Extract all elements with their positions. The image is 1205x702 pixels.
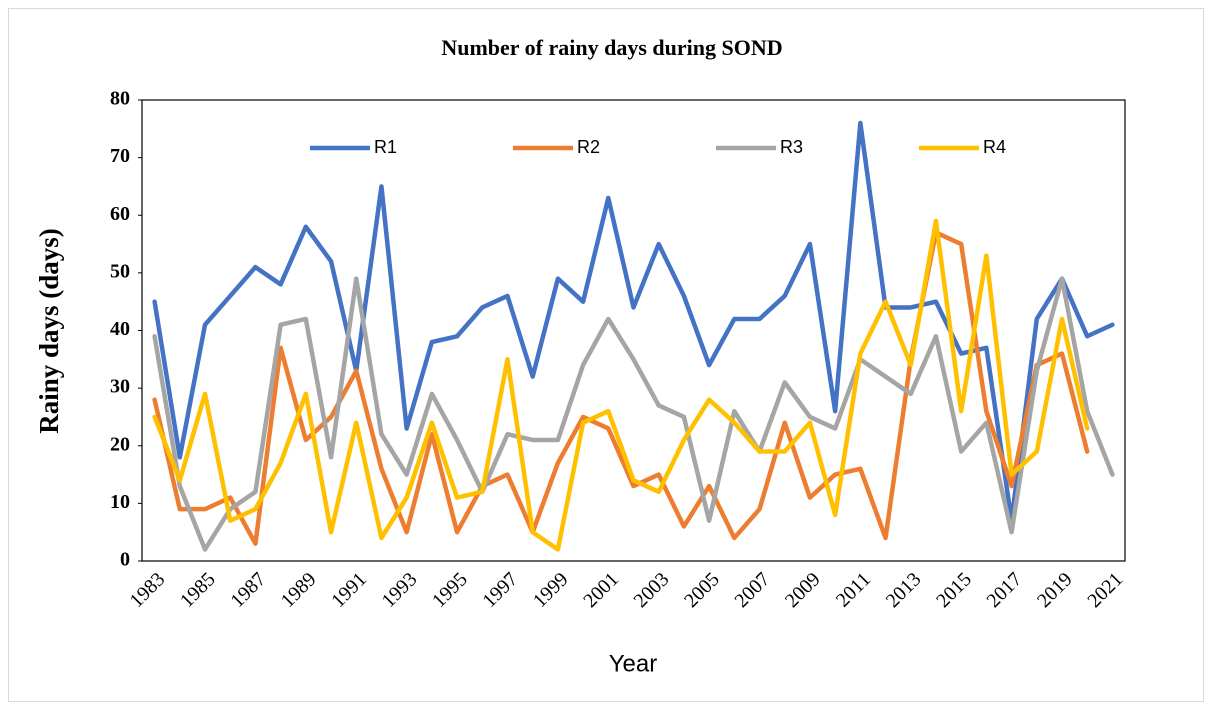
y-tick-label: 70 <box>110 145 130 167</box>
x-axis-label: Year <box>609 650 658 677</box>
legend-label: R1 <box>374 137 397 157</box>
y-tick-label: 30 <box>110 376 130 398</box>
y-tick-label: 50 <box>110 260 130 282</box>
y-tick-label: 60 <box>110 203 130 225</box>
y-tick-label: 0 <box>120 549 130 571</box>
y-tick-label: 80 <box>110 88 130 110</box>
legend-label: R2 <box>577 137 600 157</box>
legend-label: R4 <box>983 137 1006 157</box>
line-series <box>152 276 1115 552</box>
chart-border <box>8 8 1204 702</box>
y-axis-label: Rainy days (days) <box>34 228 64 434</box>
y-tick-label: 20 <box>110 433 130 455</box>
line-series <box>152 218 1090 552</box>
legend-label: R3 <box>780 137 803 157</box>
chart-title: Number of rainy days during SOND <box>441 35 782 60</box>
y-tick-label: 40 <box>110 318 130 340</box>
y-tick-label: 10 <box>110 491 130 513</box>
